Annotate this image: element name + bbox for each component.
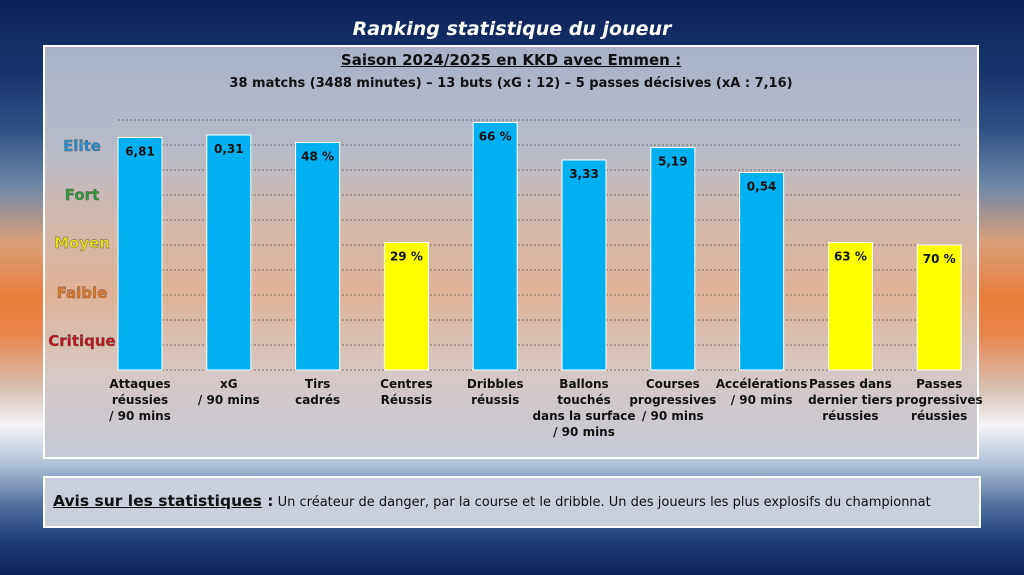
chart-subtitle: Saison 2024/2025 en KKD avec Emmen : (340, 51, 682, 69)
stats-opinion-box: Avis sur les statistiques : Un créateur … (43, 476, 981, 528)
bar (827, 242, 873, 371)
data-label: 63 % (834, 250, 867, 264)
category-label: Ballons (559, 377, 608, 391)
category-label: Accélérations (716, 377, 808, 391)
category-label: / 90 mins (198, 393, 260, 407)
bar (472, 122, 518, 371)
category-label: Passes (916, 377, 962, 391)
category-label: dans la surface (532, 409, 635, 423)
chart-season-summary: 38 matchs (3488 minutes) – 13 buts (xG :… (229, 76, 793, 91)
level-label-moyen: Moyen (54, 234, 110, 252)
data-label: 0,54 (747, 180, 777, 194)
category-label: réussies (822, 409, 878, 423)
stats-opinion-label: Avis sur les statistiques (53, 492, 262, 510)
bar (650, 147, 696, 371)
data-label: 5,19 (658, 155, 688, 169)
data-label: 66 % (479, 130, 512, 144)
category-label: Passes dans (809, 377, 892, 391)
level-label-faible: Faible (57, 284, 108, 302)
bar (561, 159, 607, 371)
category-label: touchés (557, 393, 610, 407)
category-label: Dribbles (467, 377, 524, 391)
bar (383, 242, 429, 371)
category-label: réussies (112, 393, 168, 407)
data-label: 6,81 (125, 145, 155, 159)
category-label: / 90 mins (642, 409, 704, 423)
level-label-critique: Critique (48, 332, 115, 350)
category-label: Attaques (109, 377, 170, 391)
data-label: 29 % (390, 250, 423, 264)
category-label: cadrés (295, 393, 340, 407)
category-label: Tirs (305, 377, 330, 391)
category-label: / 90 mins (731, 393, 793, 407)
stats-opinion-text: Un créateur de danger, par la course et … (273, 495, 931, 510)
data-label: 70 % (923, 252, 956, 266)
stats-opinion-colon: : (261, 492, 274, 510)
category-label: xG (220, 377, 238, 391)
category-label: progressives (629, 393, 716, 407)
category-label: / 90 mins (553, 425, 615, 439)
bar (206, 134, 252, 371)
bar (117, 137, 163, 371)
data-label: 3,33 (569, 167, 599, 181)
bar (295, 142, 341, 371)
category-label: progressives (896, 393, 983, 407)
category-label: Courses (646, 377, 700, 391)
level-label-elite: Elite (63, 137, 101, 155)
bar (739, 172, 785, 371)
level-label-fort: Fort (65, 186, 100, 204)
data-label: 48 % (301, 150, 334, 164)
page-title: Ranking statistique du joueur (352, 18, 672, 40)
category-label: Réussis (381, 393, 432, 407)
bar (916, 244, 962, 371)
category-label: dernier tiers (808, 393, 893, 407)
category-label: réussies (911, 409, 967, 423)
category-label: Centres (380, 377, 432, 391)
data-label: 0,31 (214, 142, 244, 156)
category-label: / 90 mins (109, 409, 171, 423)
category-label: réussis (471, 393, 519, 407)
